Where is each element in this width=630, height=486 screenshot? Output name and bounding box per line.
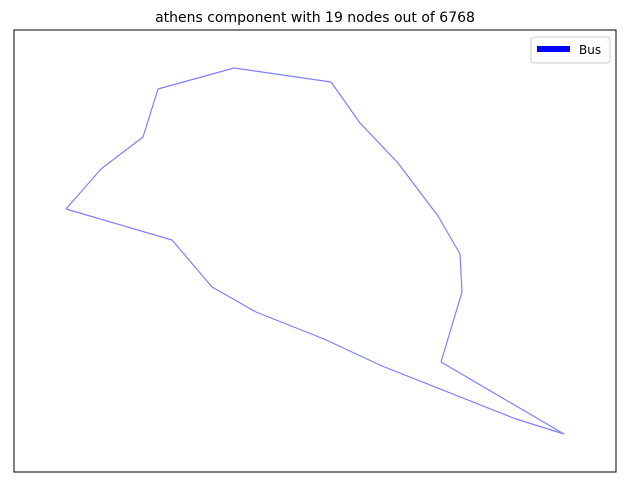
bus-route-path (65, 67, 565, 435)
legend-swatch-bus (537, 46, 570, 52)
legend: Bus (530, 36, 611, 64)
legend-label-bus: Bus (579, 43, 601, 57)
axes-frame (13, 29, 617, 473)
legend-box (530, 36, 611, 64)
plot-title: athens component with 19 nodes out of 67… (155, 10, 475, 26)
